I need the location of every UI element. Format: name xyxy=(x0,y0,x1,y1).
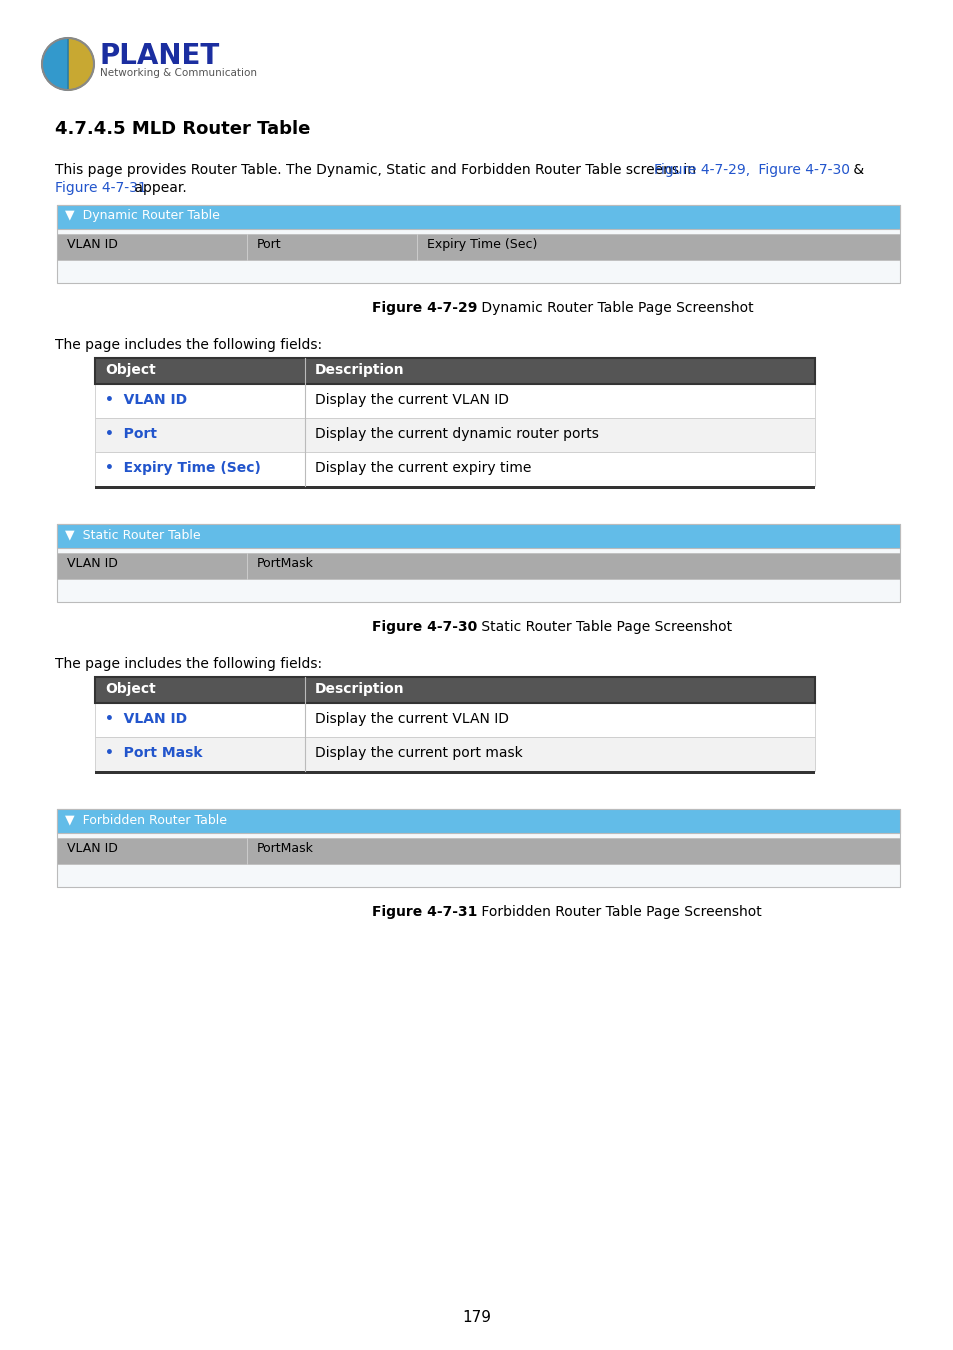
Text: •  Port: • Port xyxy=(105,427,157,441)
Text: Port: Port xyxy=(256,238,281,251)
Text: Figure 4-7-29: Figure 4-7-29 xyxy=(372,301,476,315)
FancyBboxPatch shape xyxy=(95,737,814,771)
Text: Display the current VLAN ID: Display the current VLAN ID xyxy=(314,711,509,726)
Text: Display the current expiry time: Display the current expiry time xyxy=(314,460,531,475)
Text: ▼  Forbidden Router Table: ▼ Forbidden Router Table xyxy=(65,813,227,826)
Text: appear.: appear. xyxy=(130,181,187,194)
Text: This page provides Router Table. The Dynamic, Static and Forbidden Router Table : This page provides Router Table. The Dyn… xyxy=(55,163,700,177)
Wedge shape xyxy=(42,38,68,90)
FancyBboxPatch shape xyxy=(57,205,899,230)
Text: ▼  Static Router Table: ▼ Static Router Table xyxy=(65,528,200,541)
Text: •  Expiry Time (Sec): • Expiry Time (Sec) xyxy=(105,460,260,475)
Text: Description: Description xyxy=(314,682,404,697)
Text: The page includes the following fields:: The page includes the following fields: xyxy=(55,338,322,352)
FancyBboxPatch shape xyxy=(57,524,899,602)
FancyBboxPatch shape xyxy=(57,809,899,833)
FancyBboxPatch shape xyxy=(95,676,814,703)
Text: Figure 4-7-30: Figure 4-7-30 xyxy=(372,620,476,634)
FancyBboxPatch shape xyxy=(95,418,814,452)
FancyBboxPatch shape xyxy=(95,771,814,774)
Text: 4.7.4.5 MLD Router Table: 4.7.4.5 MLD Router Table xyxy=(55,120,310,138)
Text: Static Router Table Page Screenshot: Static Router Table Page Screenshot xyxy=(476,620,731,634)
Text: 179: 179 xyxy=(462,1310,491,1324)
Text: Expiry Time (Sec): Expiry Time (Sec) xyxy=(427,238,537,251)
Text: Figure 4-7-31: Figure 4-7-31 xyxy=(55,181,147,194)
Text: Display the current VLAN ID: Display the current VLAN ID xyxy=(314,393,509,406)
Wedge shape xyxy=(68,38,94,90)
FancyBboxPatch shape xyxy=(57,234,899,261)
Text: •  Port Mask: • Port Mask xyxy=(105,747,202,760)
Text: VLAN ID: VLAN ID xyxy=(67,842,118,855)
Text: •  VLAN ID: • VLAN ID xyxy=(105,393,187,406)
FancyBboxPatch shape xyxy=(57,838,899,864)
Text: Object: Object xyxy=(105,363,155,377)
Text: Networking & Communication: Networking & Communication xyxy=(100,68,256,78)
FancyBboxPatch shape xyxy=(57,809,899,887)
Text: Figure 4-7-30: Figure 4-7-30 xyxy=(753,163,849,177)
FancyBboxPatch shape xyxy=(95,358,814,383)
Text: ▼  Dynamic Router Table: ▼ Dynamic Router Table xyxy=(65,209,219,221)
Text: Description: Description xyxy=(314,363,404,377)
FancyBboxPatch shape xyxy=(95,383,814,418)
Text: Display the current port mask: Display the current port mask xyxy=(314,747,522,760)
FancyBboxPatch shape xyxy=(95,486,814,489)
Text: Object: Object xyxy=(105,682,155,697)
FancyBboxPatch shape xyxy=(57,554,899,579)
Text: Dynamic Router Table Page Screenshot: Dynamic Router Table Page Screenshot xyxy=(476,301,753,315)
Text: &: & xyxy=(848,163,863,177)
Text: VLAN ID: VLAN ID xyxy=(67,558,118,570)
FancyBboxPatch shape xyxy=(57,524,899,548)
Text: The page includes the following fields:: The page includes the following fields: xyxy=(55,657,322,671)
Text: Figure 4-7-31: Figure 4-7-31 xyxy=(372,904,476,919)
Text: Figure 4-7-29,: Figure 4-7-29, xyxy=(654,163,749,177)
FancyBboxPatch shape xyxy=(57,205,899,284)
Text: VLAN ID: VLAN ID xyxy=(67,238,118,251)
Text: Forbidden Router Table Page Screenshot: Forbidden Router Table Page Screenshot xyxy=(476,904,760,919)
Text: Display the current dynamic router ports: Display the current dynamic router ports xyxy=(314,427,598,441)
FancyBboxPatch shape xyxy=(95,452,814,486)
Text: PortMask: PortMask xyxy=(256,558,314,570)
Text: PortMask: PortMask xyxy=(256,842,314,855)
Text: •  VLAN ID: • VLAN ID xyxy=(105,711,187,726)
Text: PLANET: PLANET xyxy=(100,42,220,70)
FancyBboxPatch shape xyxy=(95,703,814,737)
